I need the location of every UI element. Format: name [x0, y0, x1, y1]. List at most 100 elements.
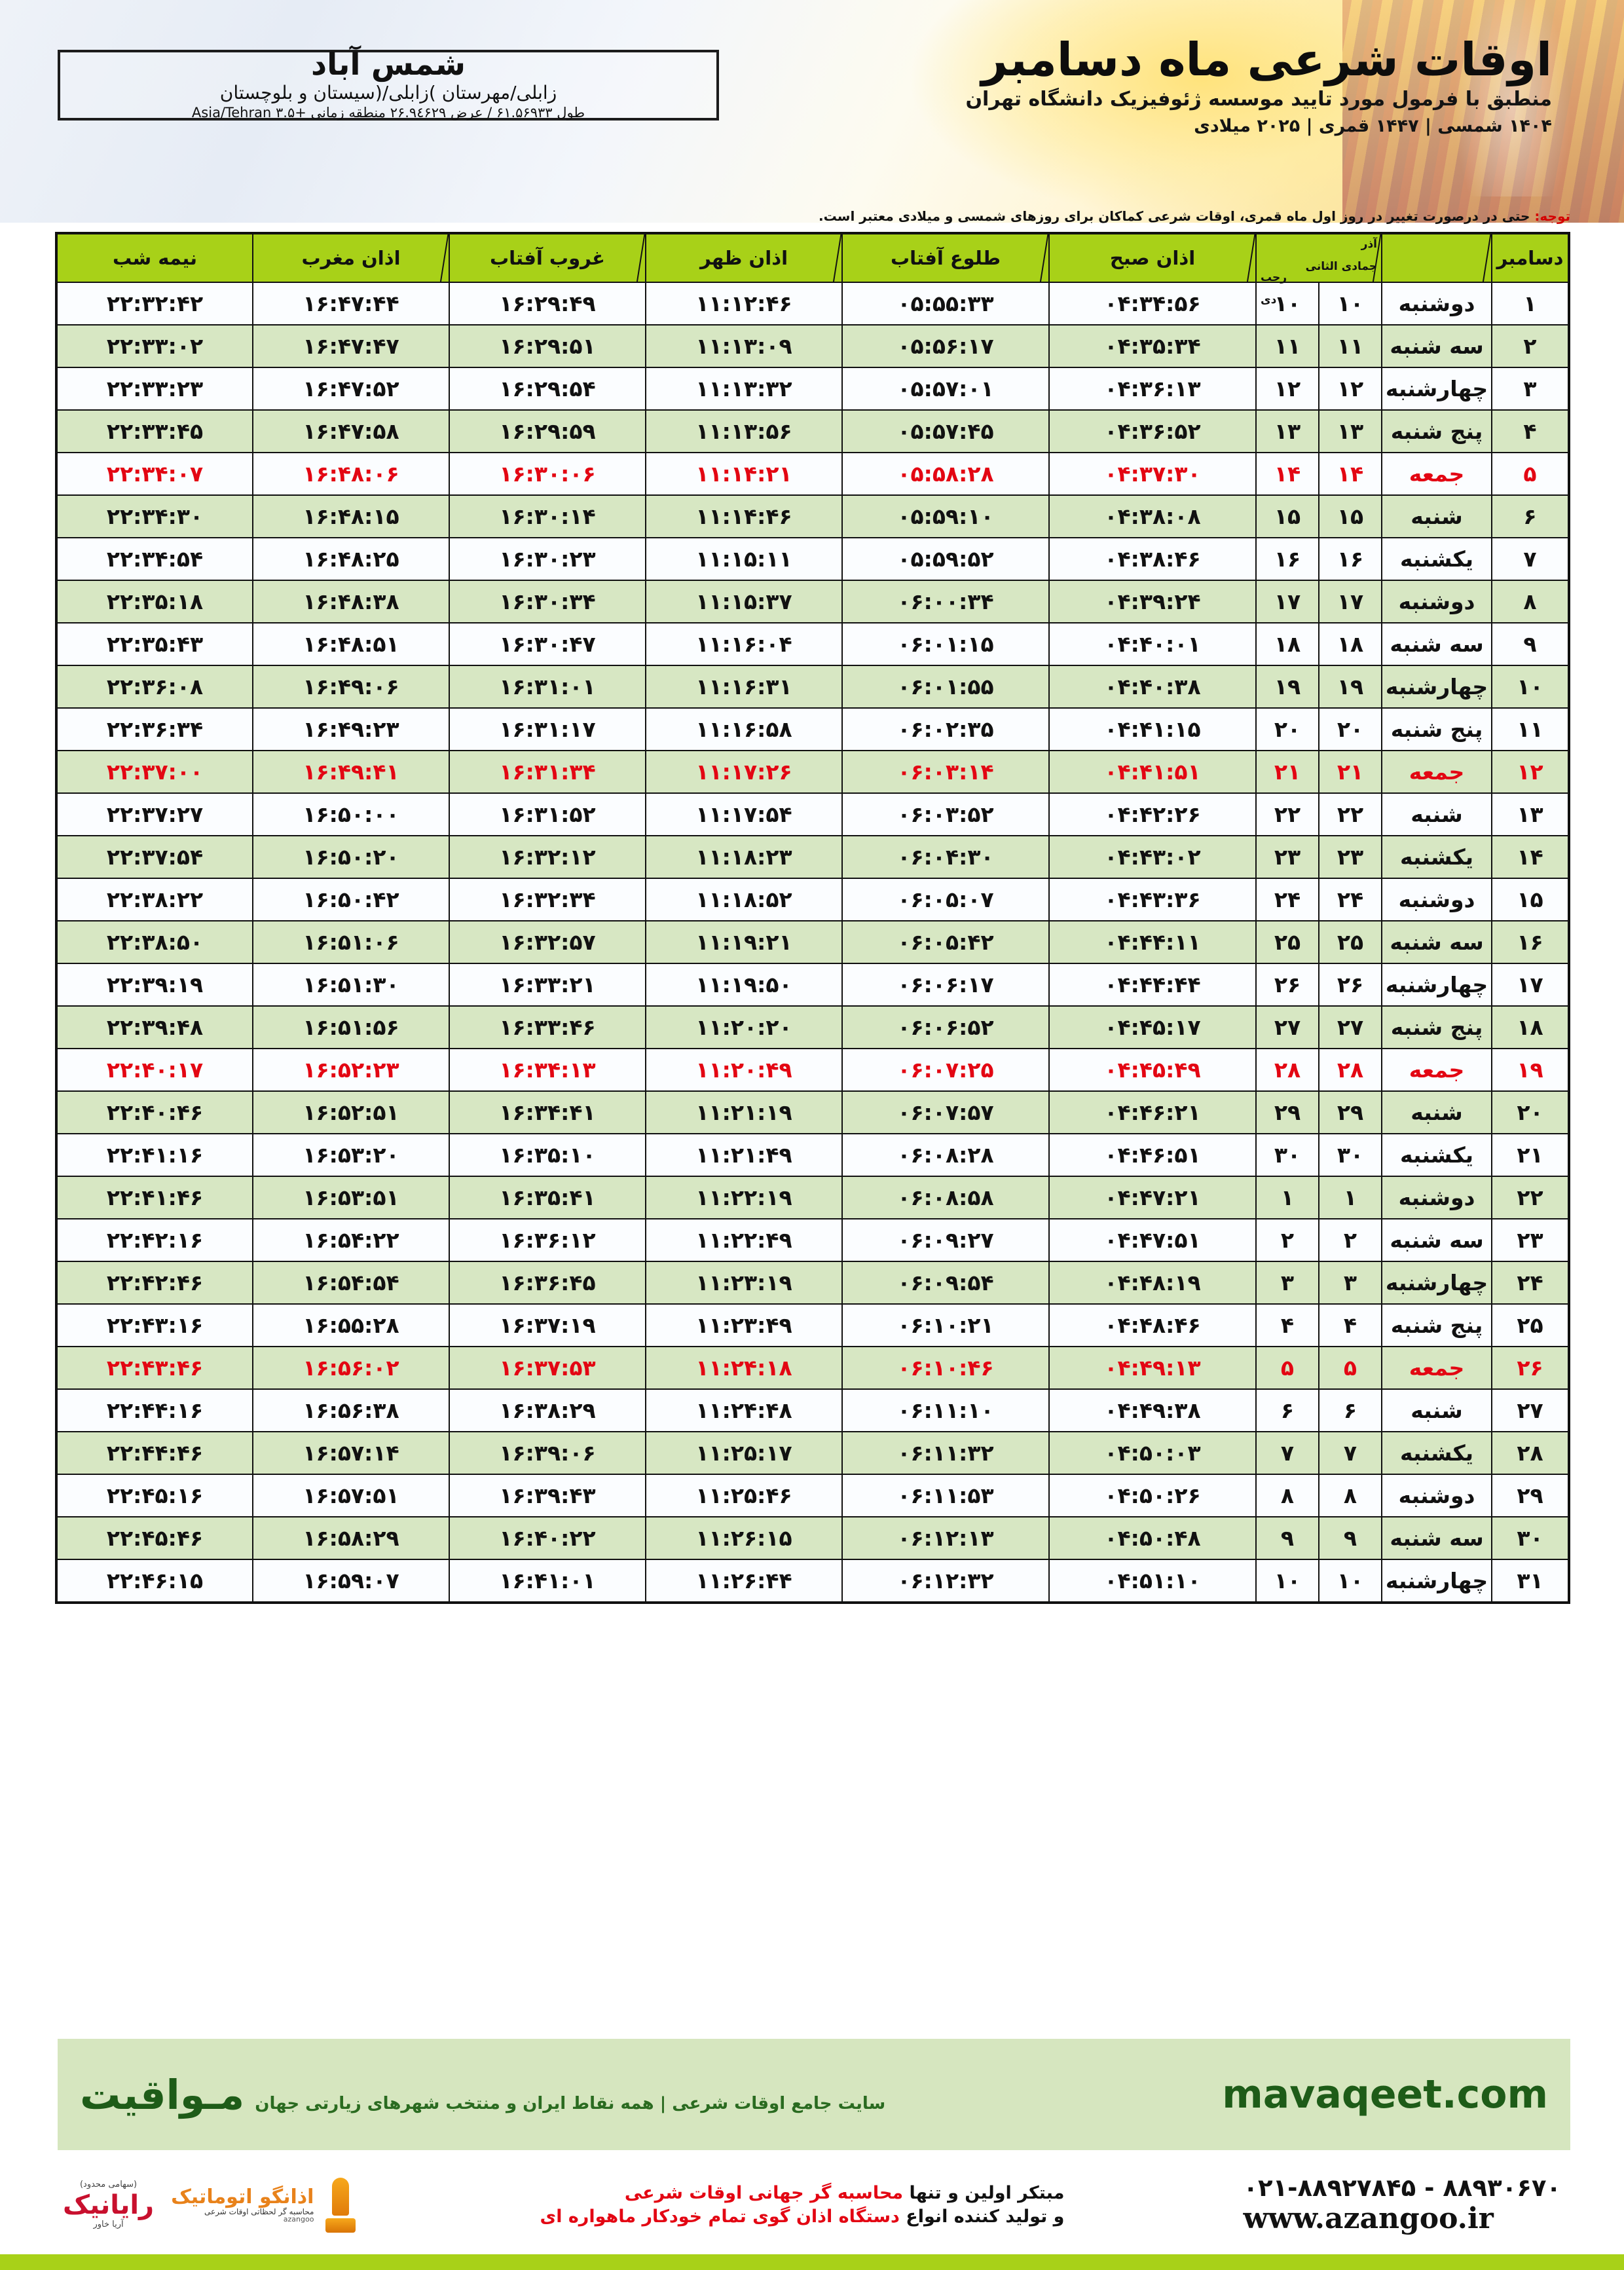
cell-fajr: ۰۴:۳۹:۲۴ [1048, 580, 1257, 623]
cell-shamsi-day: ۱۵ [1318, 494, 1382, 538]
cell-shamsi-day: ۲۳ [1318, 835, 1382, 879]
cell-midnight: ۲۲:۳۷:۲۷ [56, 792, 253, 836]
cell-sunset: ۱۶:۲۹:۵۴ [449, 367, 646, 411]
table-row: ۲۵ پنج شنبه ۴ ۴ ۰۴:۴۸:۴۶ ۰۶:۱۰:۲۱ ۱۱:۲۳:۴۹ ۱۶:۳… [56, 1303, 1570, 1347]
cell-qamari-day: ۲۱ [1255, 750, 1320, 794]
cell-shamsi-day: ۲۰ [1318, 707, 1382, 751]
cell-shamsi-day: ۳۰ [1318, 1133, 1382, 1177]
note-label: توجه: [1534, 208, 1570, 224]
table-row: ۸ دوشنبه ۱۷ ۱۷ ۰۴:۳۹:۲۴ ۰۶:۰۰:۳۴ ۱۱:۱۵:۳۷ ۱۶:۳۰… [56, 580, 1570, 623]
cell-weekday: جمعه [1381, 452, 1492, 496]
cell-qamari-day: ۱۱ [1255, 324, 1320, 368]
page-title: اوقات شرعی ماه دسامبر [981, 33, 1552, 86]
cell-maghrib: ۱۶:۴۸:۰۶ [252, 452, 450, 496]
cell-maghrib: ۱۶:۴۸:۳۸ [252, 580, 450, 623]
cell-shamsi-day: ۶ [1318, 1388, 1382, 1432]
cell-dhuhr: ۱۱:۱۹:۵۰ [645, 963, 843, 1007]
cell-maghrib: ۱۶:۴۸:۱۵ [252, 494, 450, 538]
cell-maghrib: ۱۶:۵۰:۰۰ [252, 792, 450, 836]
note-line: توجه: حتی در درصورت تغییر در روز اول ماه… [58, 208, 1570, 224]
cell-sunset: ۱۶:۳۰:۴۷ [449, 622, 646, 666]
cell-weekday: پنج شنبه [1381, 1303, 1492, 1347]
cell-sunrise: ۰۶:۱۰:۴۶ [841, 1346, 1050, 1390]
table-row: ۱۰ چهارشنبه ۱۹ ۱۹ ۰۴:۴۰:۳۸ ۰۶:۰۱:۵۵ ۱۱:۱۶:۳۱ ۱۶… [56, 665, 1570, 709]
cell-fajr: ۰۴:۴۴:۴۴ [1048, 963, 1257, 1007]
azangoo-brand-latin: azangoo [283, 2215, 314, 2224]
cell-sunset: ۱۶:۳۹:۴۳ [449, 1474, 646, 1517]
cell-sunset: ۱۶:۳۰:۱۴ [449, 494, 646, 538]
cell-weekday: شنبه [1381, 792, 1492, 836]
table-row: ۹ سه شنبه ۱۸ ۱۸ ۰۴:۴۰:۰۱ ۰۶:۰۱:۱۵ ۱۱:۱۶:۰۴ ۱۶:۳… [56, 622, 1570, 666]
cell-sunset: ۱۶:۳۰:۲۳ [449, 537, 646, 581]
cell-qamari-day: ۵ [1255, 1346, 1320, 1390]
cell-fajr: ۰۴:۳۶:۱۳ [1048, 367, 1257, 411]
cell-sunset: ۱۶:۲۹:۵۱ [449, 324, 646, 368]
cell-fajr: ۰۴:۴۹:۱۳ [1048, 1346, 1257, 1390]
table-row: ۳۰ سه شنبه ۹ ۹ ۰۴:۵۰:۴۸ ۰۶:۱۲:۱۳ ۱۱:۲۶:۱۵ ۱۶:۴۰… [56, 1516, 1570, 1560]
cell-day: ۱۰ [1491, 665, 1570, 709]
cell-day: ۸ [1491, 580, 1570, 623]
cell-midnight: ۲۲:۳۹:۴۸ [56, 1005, 253, 1049]
cell-fajr: ۰۴:۵۰:۰۳ [1048, 1431, 1257, 1475]
cell-qamari-day: ۱۶ [1255, 537, 1320, 581]
cell-fajr: ۰۴:۴۸:۴۶ [1048, 1303, 1257, 1347]
azangoo-brand-text: اذانگو اتوماتیک محاسبه گر لحظاتی اوقات ش… [171, 2187, 314, 2223]
table-row: ۲۴ چهارشنبه ۳ ۳ ۰۴:۴۸:۱۹ ۰۶:۰۹:۵۴ ۱۱:۲۳:۱۹ ۱۶:۳… [56, 1261, 1570, 1305]
cell-fajr: ۰۴:۳۸:۴۶ [1048, 537, 1257, 581]
table-row: ۱۳ شنبه ۲۲ ۲۲ ۰۴:۴۲:۲۶ ۰۶:۰۳:۵۲ ۱۱:۱۷:۵۴ ۱۶:۳۱:… [56, 792, 1570, 836]
cell-shamsi-day: ۲۵ [1318, 920, 1382, 964]
mavaqeet-tagline: سایت جامع اوقات شرعی | همه نقاط ایران و … [255, 2093, 886, 2113]
title-block: اوقات شرعی ماه دسامبر منطبق با فرمول مور… [779, 35, 1552, 138]
cell-sunset: ۱۶:۲۹:۴۹ [449, 282, 646, 326]
cell-maghrib: ۱۶:۵۹:۰۷ [252, 1559, 450, 1603]
table-row: ۴ پنج شنبه ۱۳ ۱۳ ۰۴:۳۶:۵۲ ۰۵:۵۷:۴۵ ۱۱:۱۳:۵۶ ۱۶:… [56, 409, 1570, 453]
cell-day: ۵ [1491, 452, 1570, 496]
cell-qamari-day: ۳۰ [1255, 1133, 1320, 1177]
cell-qamari-day: ۲۰ [1255, 707, 1320, 751]
cell-fajr: ۰۴:۴۵:۴۹ [1048, 1048, 1257, 1092]
cell-maghrib: ۱۶:۵۰:۴۲ [252, 878, 450, 921]
cell-dhuhr: ۱۱:۱۸:۲۳ [645, 835, 843, 879]
cell-dhuhr: ۱۱:۱۷:۲۶ [645, 750, 843, 794]
cell-weekday: دوشنبه [1381, 1474, 1492, 1517]
cell-shamsi-day: ۲ [1318, 1218, 1382, 1262]
cell-shamsi-day: ۴ [1318, 1303, 1382, 1347]
cell-maghrib: ۱۶:۴۹:۲۳ [252, 707, 450, 751]
table-row: ۲۷ شنبه ۶ ۶ ۰۴:۴۹:۳۸ ۰۶:۱۱:۱۰ ۱۱:۲۴:۴۸ ۱۶:۳۸:۲۹… [56, 1388, 1570, 1432]
cell-fajr: ۰۴:۴۳:۳۶ [1048, 878, 1257, 921]
cell-weekday: جمعه [1381, 1346, 1492, 1390]
cell-midnight: ۲۲:۴۲:۱۶ [56, 1218, 253, 1262]
cell-shamsi-day: ۲۸ [1318, 1048, 1382, 1092]
cell-weekday: چهارشنبه [1381, 665, 1492, 709]
mavaqeet-logo: مـواقیت [80, 2070, 246, 2119]
cell-midnight: ۲۲:۴۴:۱۶ [56, 1388, 253, 1432]
cell-midnight: ۲۲:۳۴:۰۷ [56, 452, 253, 496]
cell-midnight: ۲۲:۳۵:۱۸ [56, 580, 253, 623]
cell-sunset: ۱۶:۳۲:۱۲ [449, 835, 646, 879]
cell-day: ۱۵ [1491, 878, 1570, 921]
cell-sunrise: ۰۵:۵۸:۲۸ [841, 452, 1050, 496]
table-row: ۱۸ پنج شنبه ۲۷ ۲۷ ۰۴:۴۵:۱۷ ۰۶:۰۶:۵۲ ۱۱:۲۰:۲۰ ۱۶… [56, 1005, 1570, 1049]
cell-sunrise: ۰۶:۱۱:۳۲ [841, 1431, 1050, 1475]
cell-day: ۲۴ [1491, 1261, 1570, 1305]
table-row: ۵ جمعه ۱۴ ۱۴ ۰۴:۳۷:۳۰ ۰۵:۵۸:۲۸ ۱۱:۱۴:۲۱ ۱۶:۳۰:۰… [56, 452, 1570, 496]
cell-midnight: ۲۲:۴۶:۱۵ [56, 1559, 253, 1603]
cell-maghrib: ۱۶:۵۱:۰۶ [252, 920, 450, 964]
cell-day: ۶ [1491, 494, 1570, 538]
table-row: ۱۵ دوشنبه ۲۴ ۲۴ ۰۴:۴۳:۳۶ ۰۶:۰۵:۰۷ ۱۱:۱۸:۵۲ ۱۶:۳… [56, 878, 1570, 921]
cell-maghrib: ۱۶:۵۳:۲۰ [252, 1133, 450, 1177]
cell-fajr: ۰۴:۵۰:۲۶ [1048, 1474, 1257, 1517]
cell-qamari-day: ۱۰ [1255, 1559, 1320, 1603]
cell-qamari-day: ۱۰ [1255, 282, 1320, 326]
city-coordinates: طول ۶۱.۵۶۹۳۳ / عرض ۲۶.۹٤۶۲۹ منطقه زمانی … [191, 104, 585, 121]
cell-maghrib: ۱۶:۴۹:۰۶ [252, 665, 450, 709]
cell-midnight: ۲۲:۳۴:۵۴ [56, 537, 253, 581]
cell-midnight: ۲۲:۳۲:۴۲ [56, 282, 253, 326]
footer-website[interactable]: www.azangoo.ir [1243, 2201, 1494, 2235]
cell-day: ۱ [1491, 282, 1570, 326]
cell-day: ۲۰ [1491, 1090, 1570, 1134]
cell-midnight: ۲۲:۳۵:۴۳ [56, 622, 253, 666]
mavaqeet-url[interactable]: mavaqeet.com [1222, 2072, 1548, 2117]
cell-sunset: ۱۶:۳۱:۳۴ [449, 750, 646, 794]
cell-sunset: ۱۶:۳۶:۱۲ [449, 1218, 646, 1262]
